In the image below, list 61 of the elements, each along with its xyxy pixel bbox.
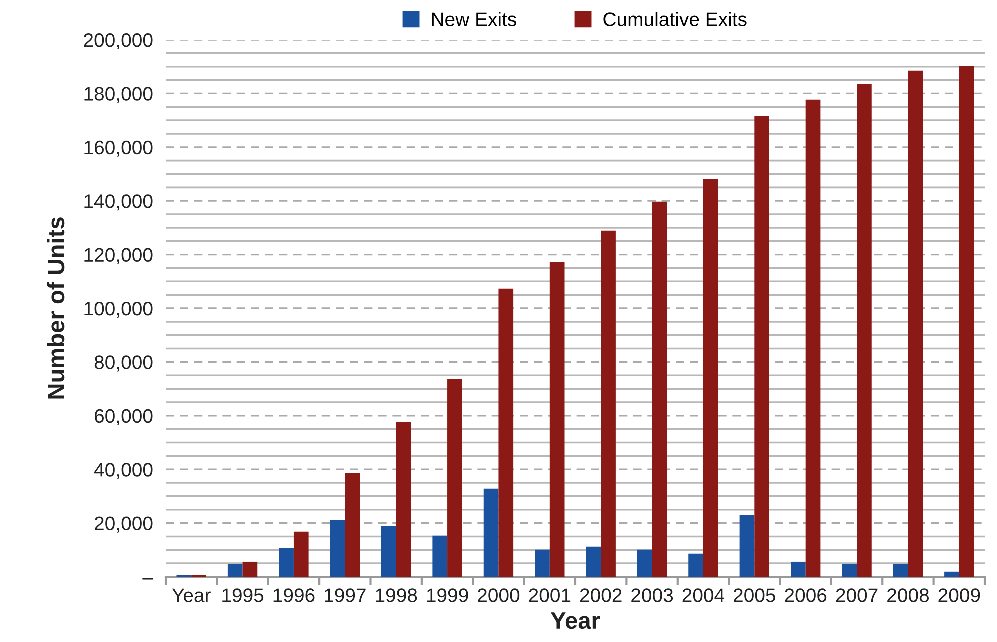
x-tick-label: 1997 (325, 588, 366, 602)
x-tick-label: 2008 (888, 588, 930, 602)
y-axis-title: Number of Units (47, 218, 65, 399)
x-tick-label: 1996 (274, 588, 315, 602)
bar (637, 550, 652, 577)
bar (688, 554, 704, 577)
legend-label: New Exits (432, 12, 516, 26)
bar (944, 572, 960, 577)
bar (432, 536, 448, 577)
x-tick-label: 2009 (938, 588, 980, 602)
x-tick-label: 1995 (222, 588, 264, 602)
bar (908, 70, 924, 577)
x-tick-label: 2004 (682, 588, 725, 602)
y-tick-label: 140,000 (84, 194, 153, 211)
bar (498, 288, 514, 577)
y-tick-label: – (142, 578, 154, 580)
bar (535, 550, 550, 577)
bar (652, 202, 668, 577)
bar (294, 532, 309, 577)
bar (791, 562, 806, 577)
bar (242, 562, 258, 577)
x-tick-label: 2002 (580, 588, 622, 602)
x-tick-label: Year (172, 588, 211, 602)
x-tick-label: 1999 (427, 588, 468, 602)
x-tick-label: 2005 (734, 588, 776, 602)
legend-label: Cumulative Exits (604, 12, 747, 26)
bar (382, 526, 396, 577)
x-tick-label: 2007 (836, 588, 878, 602)
bar (345, 473, 360, 577)
bar (857, 84, 872, 577)
bar (754, 116, 770, 577)
y-tick-label: 120,000 (84, 248, 153, 264)
bar (396, 422, 412, 577)
y-tick-label: 40,000 (94, 463, 153, 480)
y-tick-label: 200,000 (84, 33, 153, 50)
x-tick-label: 2000 (478, 588, 520, 602)
y-tick-label: 160,000 (84, 140, 153, 157)
bar (740, 514, 755, 577)
y-tick-label: 100,000 (84, 302, 153, 318)
bar (703, 179, 718, 577)
x-tick-label: 2003 (632, 588, 674, 602)
bar (228, 564, 243, 577)
y-tick-label: 80,000 (94, 356, 153, 372)
bar (484, 488, 499, 577)
bar (842, 564, 858, 577)
bar (279, 548, 294, 577)
bar (806, 100, 821, 577)
y-tick-label: 60,000 (95, 409, 153, 426)
bar (448, 379, 462, 577)
bar (893, 564, 908, 577)
y-tick-label: 180,000 (84, 87, 153, 104)
bar (586, 546, 602, 577)
x-tick-label: 2001 (529, 588, 571, 602)
bar (959, 66, 974, 577)
x-tick-label: 1998 (376, 588, 418, 602)
bar (550, 262, 565, 577)
x-axis-title: Year (550, 612, 600, 630)
y-tick-label: 20,000 (95, 516, 153, 533)
bar (601, 230, 616, 577)
x-tick-label: 2006 (785, 588, 827, 602)
bar (330, 520, 346, 577)
